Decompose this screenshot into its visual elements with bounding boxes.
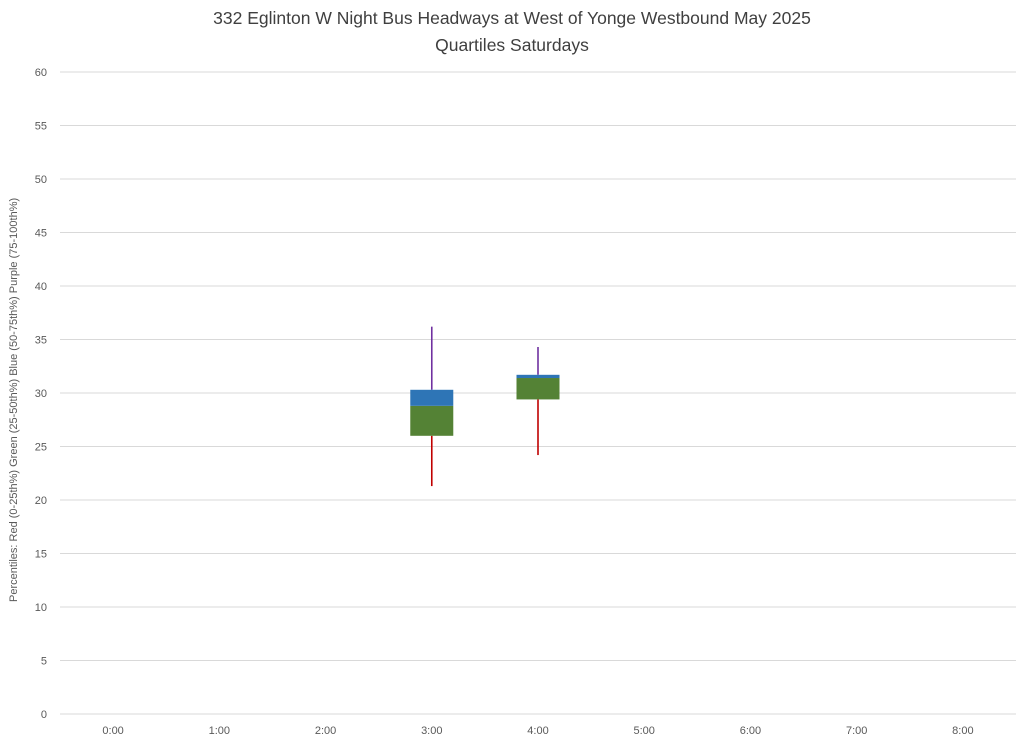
y-tick-label: 20 xyxy=(35,495,47,507)
chart-subtitle: Quartiles Saturdays xyxy=(435,35,589,55)
box-upper-quartile xyxy=(516,374,560,379)
y-tick-label: 60 xyxy=(35,67,47,79)
x-tick-label: 4:00 xyxy=(527,725,548,737)
y-tick-label: 5 xyxy=(41,656,47,668)
box-lower-quartile xyxy=(410,405,454,436)
y-tick-label: 10 xyxy=(35,602,47,614)
x-tick-label: 3:00 xyxy=(421,725,442,737)
x-tick-label: 5:00 xyxy=(634,725,655,737)
x-tick-label: 0:00 xyxy=(102,725,123,737)
y-tick-label: 25 xyxy=(35,442,47,454)
y-tick-label: 15 xyxy=(35,549,47,561)
y-tick-label: 30 xyxy=(35,388,47,400)
box-upper-quartile xyxy=(410,389,454,406)
y-tick-label: 45 xyxy=(35,228,47,240)
x-tick-label: 1:00 xyxy=(209,725,230,737)
y-tick-label: 55 xyxy=(35,121,47,133)
x-tick-label: 6:00 xyxy=(740,725,761,737)
x-tick-label: 7:00 xyxy=(846,725,867,737)
x-tick-label: 2:00 xyxy=(315,725,336,737)
chart-title: 332 Eglinton W Night Bus Headways at Wes… xyxy=(213,8,811,28)
chart-title-block: 332 Eglinton W Night Bus Headways at Wes… xyxy=(0,5,1024,59)
box-lower-quartile xyxy=(516,378,560,400)
y-tick-label: 35 xyxy=(35,335,47,347)
y-tick-label: 0 xyxy=(41,709,47,721)
y-tick-label: 50 xyxy=(35,174,47,186)
y-tick-label: 40 xyxy=(35,281,47,293)
x-tick-label: 8:00 xyxy=(952,725,973,737)
